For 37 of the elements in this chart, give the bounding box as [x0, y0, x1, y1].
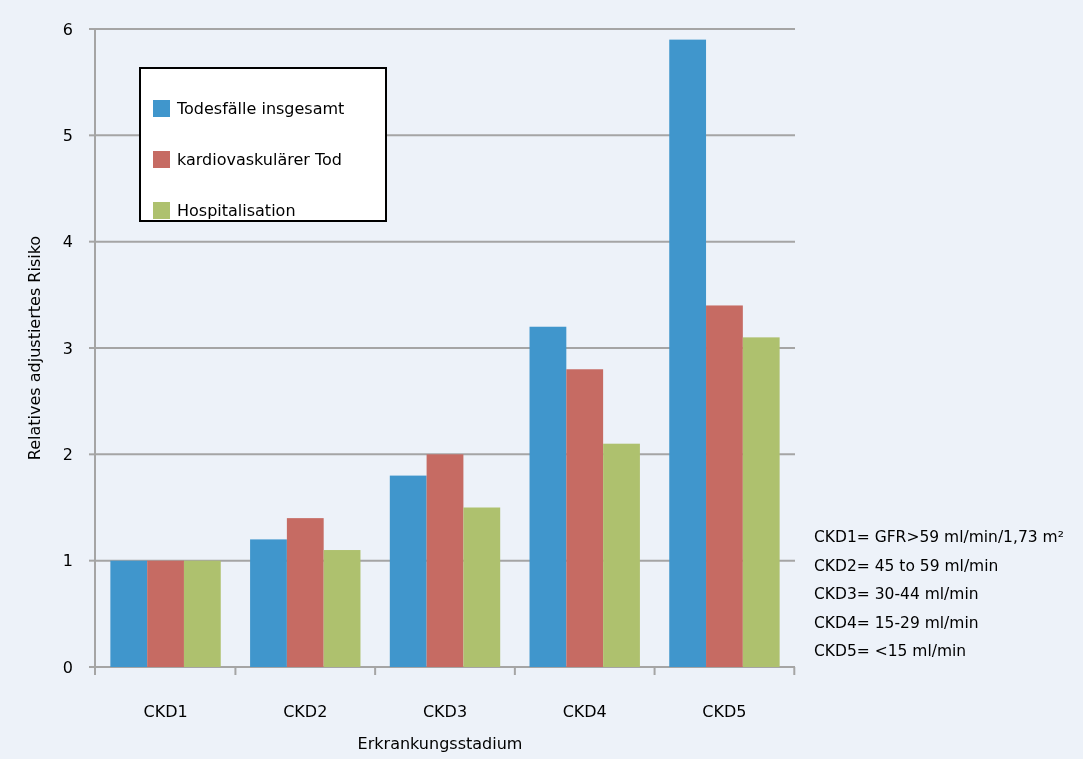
- y-tick-label: 5: [62, 125, 73, 145]
- x-tick-label: CKD4: [562, 702, 607, 721]
- legend-label: Todesfälle insgesamt: [176, 98, 345, 118]
- bar: [110, 560, 148, 667]
- bar: [742, 337, 780, 667]
- y-tick-label: 6: [62, 19, 73, 39]
- text: CKD1= GFR>59 ml/min/1,73 m²: [814, 528, 1064, 547]
- bar: [706, 305, 743, 667]
- bar: [669, 39, 707, 667]
- bar: [529, 326, 567, 667]
- x-tick-label: CKD2: [283, 702, 328, 721]
- y-tick-label: 2: [62, 444, 73, 464]
- bar: [323, 550, 361, 667]
- bar: [183, 560, 221, 667]
- bar: [463, 507, 501, 667]
- y-tick-label: 1: [62, 551, 73, 571]
- y-tick-label: 3: [62, 338, 73, 358]
- bar: [389, 475, 427, 667]
- legend-label: kardiovaskulärer Tod: [177, 149, 342, 169]
- x-tick-label: CKD3: [422, 702, 468, 721]
- y-axis-title: Relatives adjustiertes Risiko: [25, 235, 44, 461]
- legend-label: Hospitalisation: [177, 200, 296, 220]
- bar: [603, 443, 640, 667]
- text: CKD4= 15-29 ml/min: [814, 613, 979, 632]
- y-tick-label: 0: [62, 657, 73, 677]
- text: CKD2= 45 to 59 ml/min: [814, 556, 999, 575]
- text: CKD5= <15 ml/min: [814, 642, 967, 661]
- bar: [147, 560, 184, 667]
- x-tick-label: CKD1: [143, 702, 188, 721]
- bar: [286, 518, 324, 667]
- x-axis-title: Erkrankungsstadium: [357, 734, 523, 753]
- bar: [250, 539, 287, 667]
- x-tick-label: CKD5: [702, 702, 747, 721]
- bar: [566, 369, 604, 667]
- y-tick-label: 4: [62, 232, 73, 252]
- text: CKD3= 30-44 ml/min: [814, 585, 979, 604]
- bar: [426, 454, 464, 667]
